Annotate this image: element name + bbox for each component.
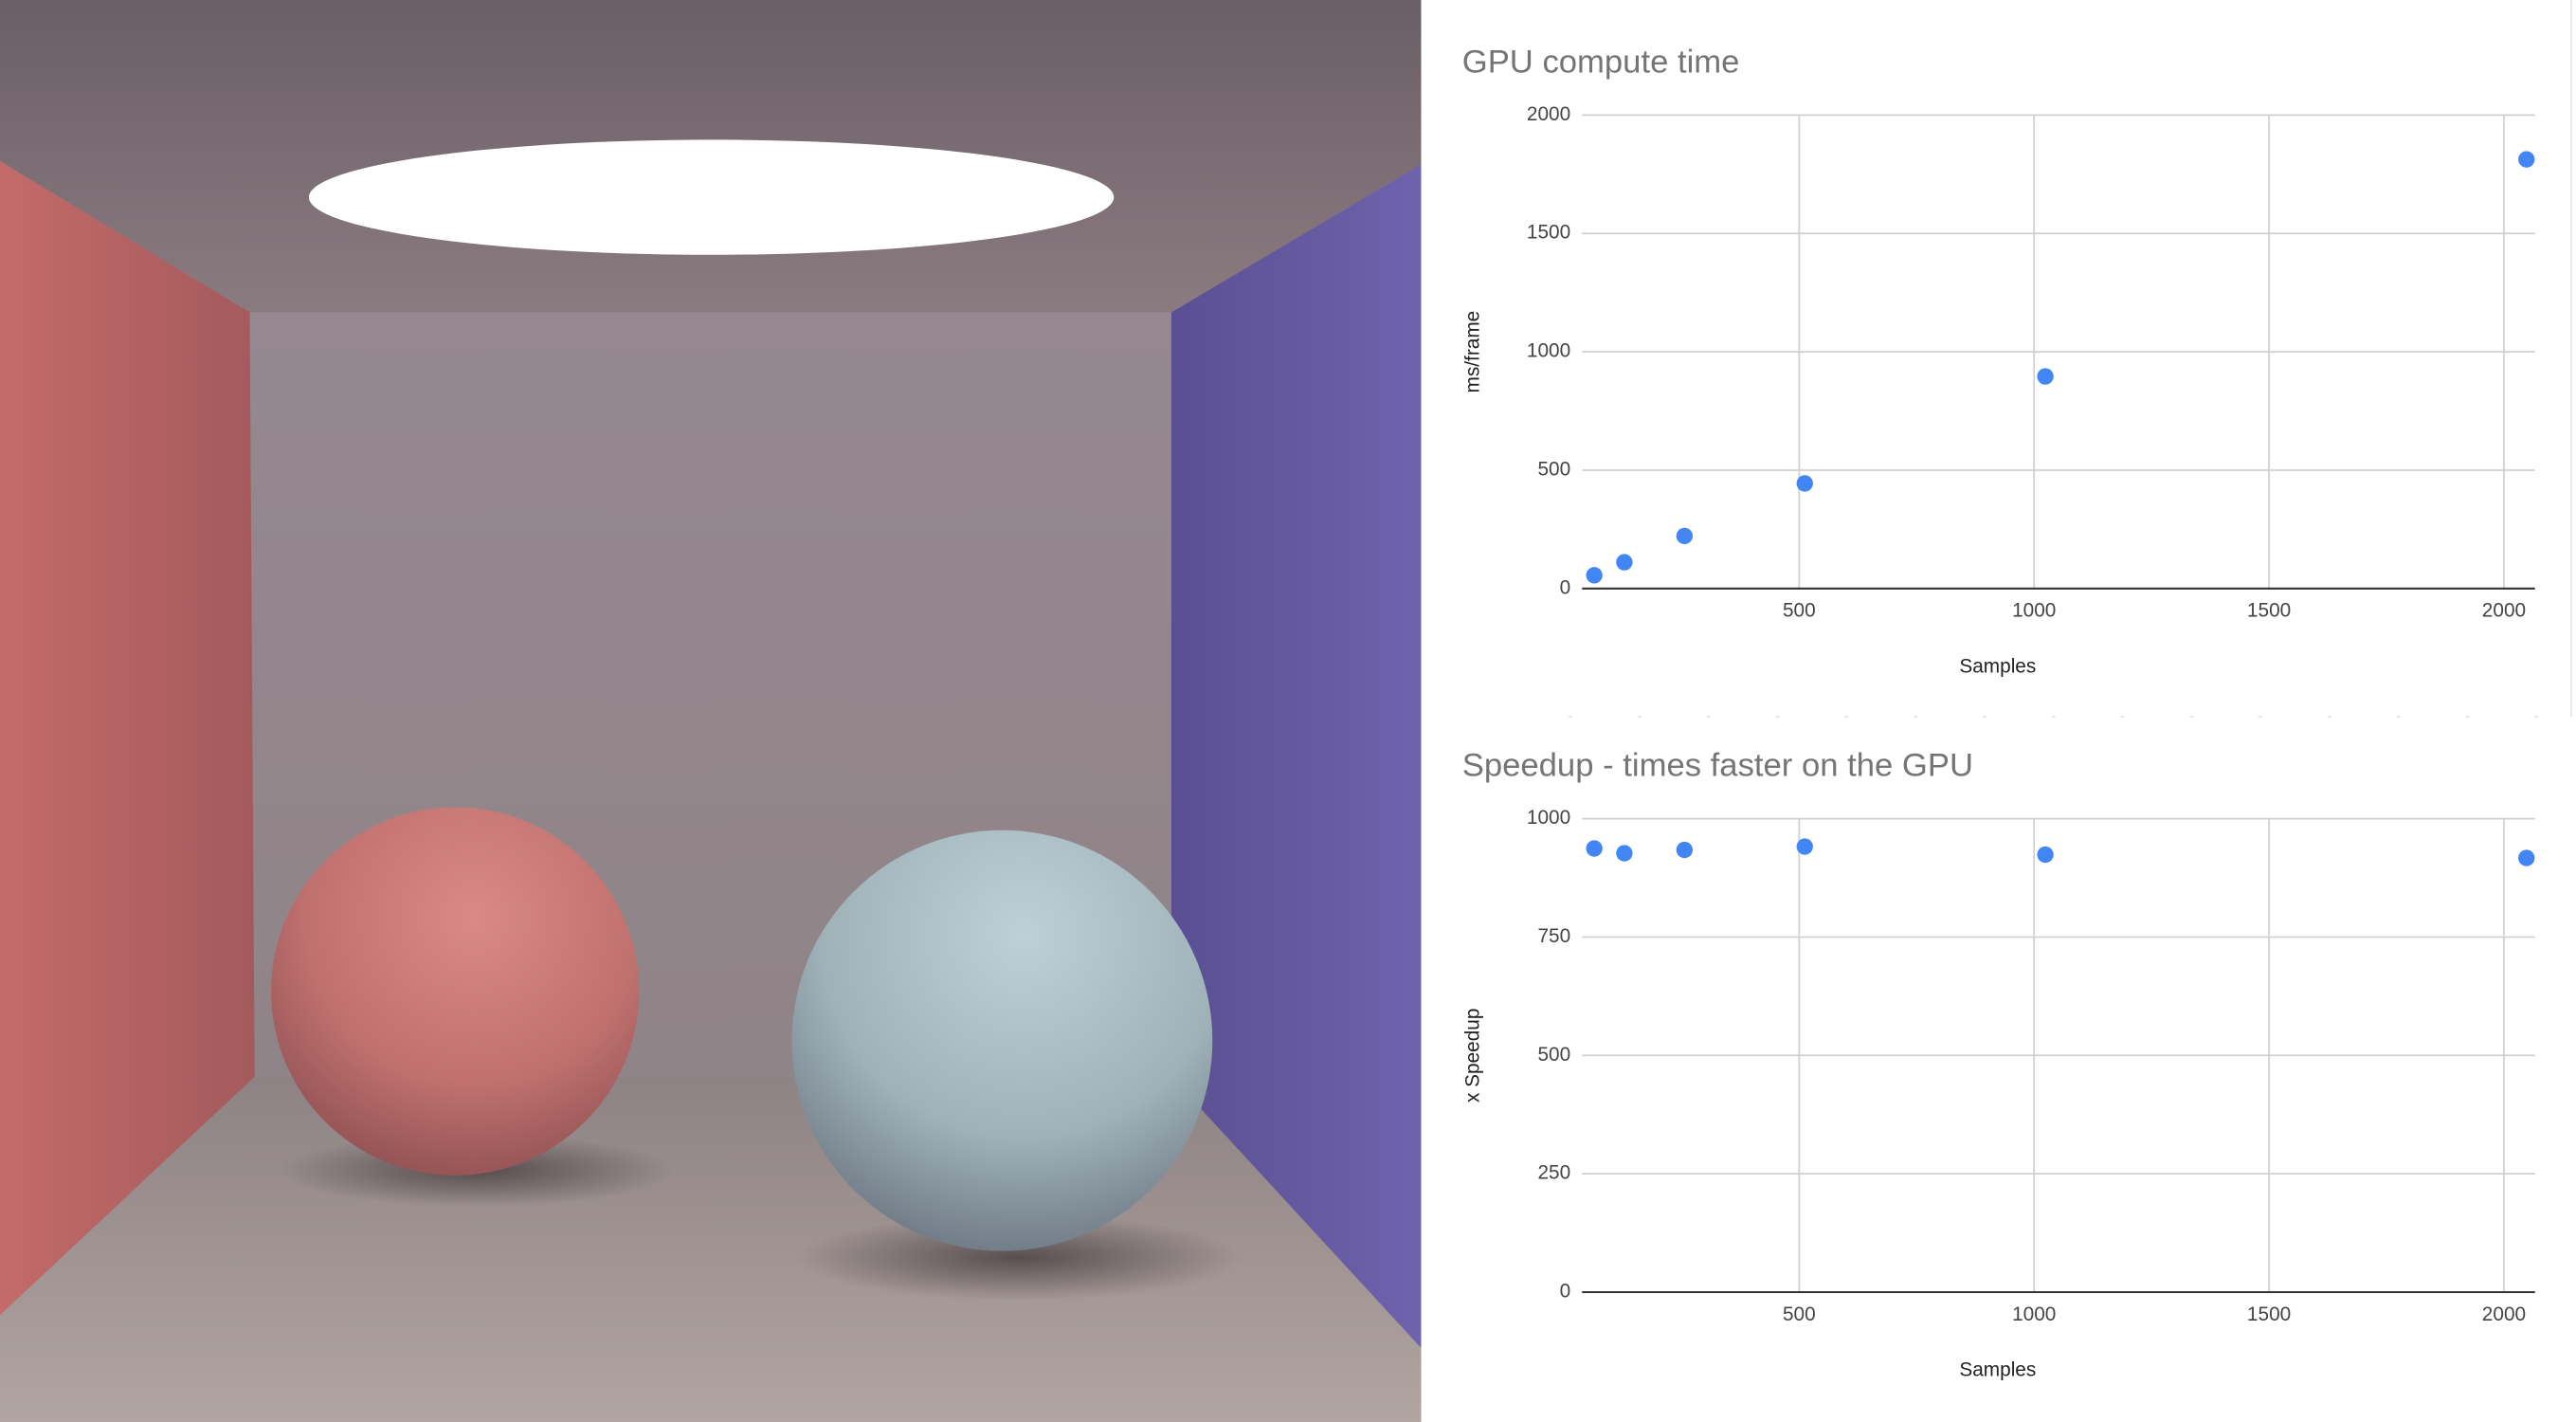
y-axis-label: x Speedup bbox=[1461, 1009, 1483, 1103]
y-tick-label: 1500 bbox=[1527, 222, 1570, 244]
y-tick-label: 250 bbox=[1537, 1162, 1570, 1184]
y-tick-label: 750 bbox=[1537, 925, 1570, 947]
data-point bbox=[2518, 151, 2535, 168]
x-tick-label: 1000 bbox=[2012, 1304, 2056, 1325]
chart-title: Speedup - times faster on the GPU bbox=[1462, 747, 1973, 783]
red-sphere bbox=[271, 807, 640, 1176]
x-tick-label: 500 bbox=[1783, 1304, 1816, 1325]
x-tick-label: 1500 bbox=[2247, 1304, 2291, 1325]
data-point bbox=[2037, 846, 2054, 864]
x-tick-label: 2000 bbox=[2482, 1304, 2526, 1325]
y-tick-label: 2000 bbox=[1527, 103, 1570, 125]
y-tick-label: 0 bbox=[1560, 1281, 1571, 1303]
data-point bbox=[1676, 527, 1694, 545]
y-tick-label: 1000 bbox=[1527, 340, 1570, 362]
data-point bbox=[1586, 840, 1603, 857]
right-wall bbox=[1170, 164, 1422, 1348]
data-point bbox=[1616, 845, 1633, 862]
ceiling-light bbox=[308, 139, 1115, 255]
y-tick-label: 500 bbox=[1537, 458, 1570, 480]
blue-sphere bbox=[791, 830, 1213, 1251]
x-tick-label: 1000 bbox=[2012, 600, 2056, 622]
data-point bbox=[1676, 841, 1694, 859]
shadow bbox=[796, 1214, 1241, 1301]
y-tick-label: 0 bbox=[1560, 576, 1571, 598]
data-point bbox=[2518, 849, 2535, 866]
x-tick-label: 1500 bbox=[2247, 600, 2291, 622]
data-point bbox=[1796, 475, 1813, 492]
y-axis-label: ms/frame bbox=[1461, 311, 1483, 393]
chart-title: GPU compute time bbox=[1462, 44, 1740, 80]
y-tick-label: 500 bbox=[1537, 1044, 1570, 1066]
data-point bbox=[1616, 554, 1633, 571]
x-tick-label: 2000 bbox=[2482, 600, 2526, 622]
x-axis-label: Samples bbox=[1959, 656, 2036, 678]
y-tick-label: 1000 bbox=[1527, 807, 1570, 829]
left-wall bbox=[0, 160, 255, 1316]
x-axis-label: Samples bbox=[1959, 1359, 2036, 1381]
x-tick-label: 500 bbox=[1783, 600, 1816, 622]
render-image bbox=[0, 0, 1422, 1422]
data-point bbox=[2037, 368, 2054, 385]
chart-panel bbox=[1445, 0, 2576, 1422]
data-point bbox=[1796, 838, 1813, 855]
data-point bbox=[1586, 567, 1603, 584]
